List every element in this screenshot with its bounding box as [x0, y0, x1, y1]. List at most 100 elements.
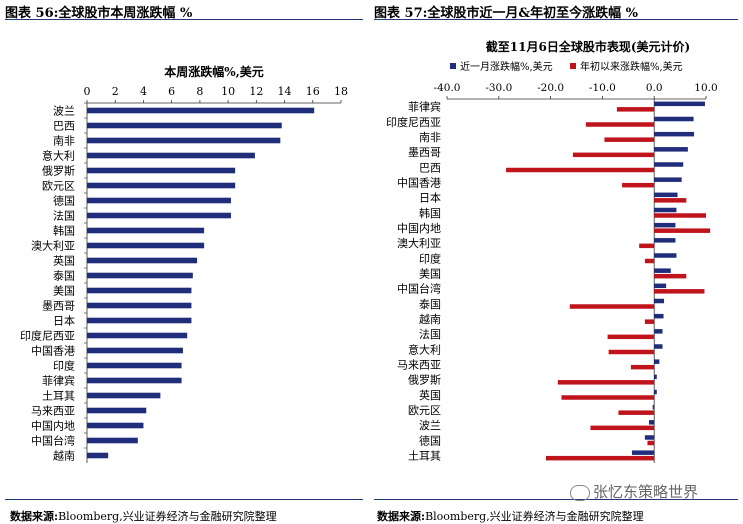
right-bar-month [631, 450, 655, 455]
right-legend-label-2: 年初以来涨跌幅%,美元 [580, 60, 683, 73]
left-category-label: 日本 [53, 314, 75, 328]
right-bar-ytd [647, 440, 655, 446]
right-bar-month [649, 420, 655, 425]
watermark: 张忆东策略世界 [570, 481, 698, 502]
right-bar-month [654, 313, 664, 319]
left-bar [87, 227, 205, 234]
right-source-text: Bloomberg,兴业证券经济与金融研究院整理 [425, 510, 644, 523]
left-x-tick-label: 6 [168, 85, 175, 98]
left-x-tick-label: 0 [84, 85, 91, 98]
left-x-tick-label: 10 [221, 85, 235, 98]
right-bar-ytd [644, 258, 655, 264]
left-category-label: 菲律宾 [42, 374, 75, 388]
left-bar [87, 257, 198, 264]
right-category-label: 美国 [419, 267, 441, 280]
left-category-label: 泰国 [53, 269, 75, 283]
right-bar-month [654, 359, 660, 364]
right-x-tick-label: -20.0 [537, 82, 564, 94]
right-bar-month [654, 101, 705, 107]
left-bar [87, 242, 205, 249]
left-category-label: 南非 [53, 135, 75, 148]
right-bar-ytd [545, 455, 655, 461]
left-chart-title: 本周涨跌幅%,美元 [164, 64, 264, 79]
right-source-label: 数据来源: [377, 510, 426, 523]
left-category-label: 中国香港 [31, 345, 75, 358]
right-category-label: 菲律宾 [408, 100, 441, 114]
left-category-label: 澳大利亚 [31, 239, 75, 253]
left-category-label: 韩国 [53, 224, 75, 238]
left-category-label: 美国 [53, 285, 75, 298]
right-bar-month [654, 374, 657, 380]
right-bottom-rule [374, 499, 738, 500]
left-category-label: 欧元区 [42, 180, 75, 193]
right-category-label: 俄罗斯 [408, 374, 441, 387]
right-bar-month [654, 116, 694, 122]
left-bar [87, 212, 231, 219]
right-bar-ytd [607, 334, 655, 340]
right-bar-ytd [608, 349, 655, 355]
right-figure-title: 图表 57:全球股市近一月&年初至今涨跌幅 % [374, 6, 639, 21]
right-bar-ytd [644, 319, 655, 324]
right-bar-ytd [590, 425, 655, 431]
right-bar-month [654, 268, 671, 273]
left-category-label: 印度 [53, 359, 75, 373]
right-bar-month [654, 298, 665, 304]
right-x-tick-label: 10.0 [694, 82, 717, 94]
left-bottom-rule [5, 499, 363, 500]
right-bar-month [654, 329, 663, 334]
left-bar [87, 362, 182, 369]
right-bar-month [654, 389, 657, 395]
left-x-tick-label: 16 [306, 85, 320, 98]
right-bar-month [654, 207, 677, 213]
left-x-tick-label: 8 [196, 85, 203, 98]
right-bar-ytd [654, 198, 687, 203]
left-bar [87, 122, 282, 129]
left-bar [87, 137, 281, 144]
right-chart-title: 截至11月6日全球股市表现(美元计价) [486, 39, 690, 54]
right-x-tick-label: -40.0 [434, 82, 461, 94]
right-legend-swatch-1 [450, 63, 456, 69]
right-category-label: 欧元区 [408, 404, 441, 417]
right-category-label: 墨西哥 [408, 146, 441, 159]
right-category-label: 巴西 [419, 161, 441, 174]
right-category-label: 德国 [419, 433, 441, 447]
right-category-label: 中国台湾 [397, 282, 441, 296]
right-bar-ytd [572, 152, 655, 158]
right-bar-month [654, 253, 677, 258]
left-bar [87, 107, 315, 114]
left-category-label: 中国台湾 [31, 434, 75, 448]
right-bar-ytd [585, 122, 655, 127]
right-category-label: 英国 [419, 388, 441, 402]
left-bar [87, 167, 236, 174]
left-source-note: 数据来源:Bloomberg,兴业证券经济与金融研究院整理 [10, 508, 277, 524]
right-bar-ytd [630, 364, 655, 370]
right-x-tick-label: -30.0 [485, 82, 512, 94]
left-category-label: 俄罗斯 [42, 165, 75, 178]
left-category-label: 巴西 [53, 120, 75, 133]
right-bar-month [654, 344, 663, 349]
wechat-icon [570, 484, 590, 501]
left-category-label: 法国 [53, 209, 75, 223]
right-category-label: 泰国 [419, 297, 441, 311]
right-bar-ytd [639, 243, 655, 249]
right-category-label: 越南 [419, 312, 441, 326]
left-bar [87, 422, 144, 429]
right-x-tick-label: 0.0 [646, 82, 663, 94]
right-bar-ytd [654, 273, 687, 279]
right-bar-month [654, 147, 688, 152]
left-bar [87, 407, 147, 414]
right-category-label: 法国 [419, 327, 441, 341]
right-bar-month [654, 162, 684, 167]
left-title-rule [5, 19, 363, 20]
left-category-label: 越南 [53, 449, 75, 463]
left-category-label: 德国 [53, 194, 75, 208]
left-bar [87, 392, 161, 399]
left-x-tick-label: 2 [112, 85, 119, 98]
left-bar [87, 272, 193, 279]
right-source-note: 数据来源:Bloomberg,兴业证券经济与金融研究院整理 [377, 508, 644, 524]
right-bar-month [654, 192, 678, 198]
right-bar-ytd [616, 107, 655, 112]
right-category-label: 土耳其 [408, 449, 441, 462]
left-bar [87, 302, 192, 309]
